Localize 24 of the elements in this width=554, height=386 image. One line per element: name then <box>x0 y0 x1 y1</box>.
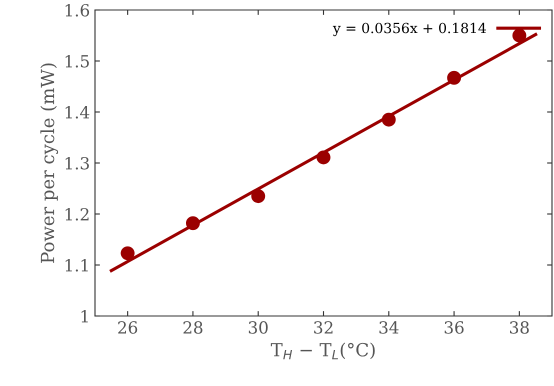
y-tick-label: 1.1 <box>66 258 88 272</box>
legend-label: y = 0.0356x + 0.1814 <box>332 22 486 36</box>
y-tick-label: 1.5 <box>66 54 89 68</box>
x-tick-label: 38 <box>510 321 529 334</box>
y-tick-label: 1.3 <box>66 156 89 170</box>
y-tick-label: 1.2 <box>66 208 89 221</box>
x-tick-label: 36 <box>444 321 464 334</box>
x-tick-label: 34 <box>379 321 399 334</box>
x-axis-title: T$_{H}$ − T$_{L}$(°C) <box>270 342 375 360</box>
point <box>316 150 330 164</box>
point <box>120 246 135 260</box>
x-tick-label: 30 <box>248 321 268 334</box>
x-tick-label: 28 <box>183 321 202 334</box>
y-axis-title: Power per cycle (mW) <box>40 64 58 263</box>
point <box>382 112 396 127</box>
point <box>251 189 266 204</box>
point <box>186 216 200 230</box>
point <box>512 28 526 42</box>
point <box>447 70 462 85</box>
y-tick-label: 1.6 <box>66 4 90 17</box>
x-tick-label: 32 <box>314 321 332 334</box>
y-tick-label: 1.4 <box>66 106 90 119</box>
x-tick-label: 26 <box>118 321 138 334</box>
y-tick-label: 1 <box>82 310 88 322</box>
